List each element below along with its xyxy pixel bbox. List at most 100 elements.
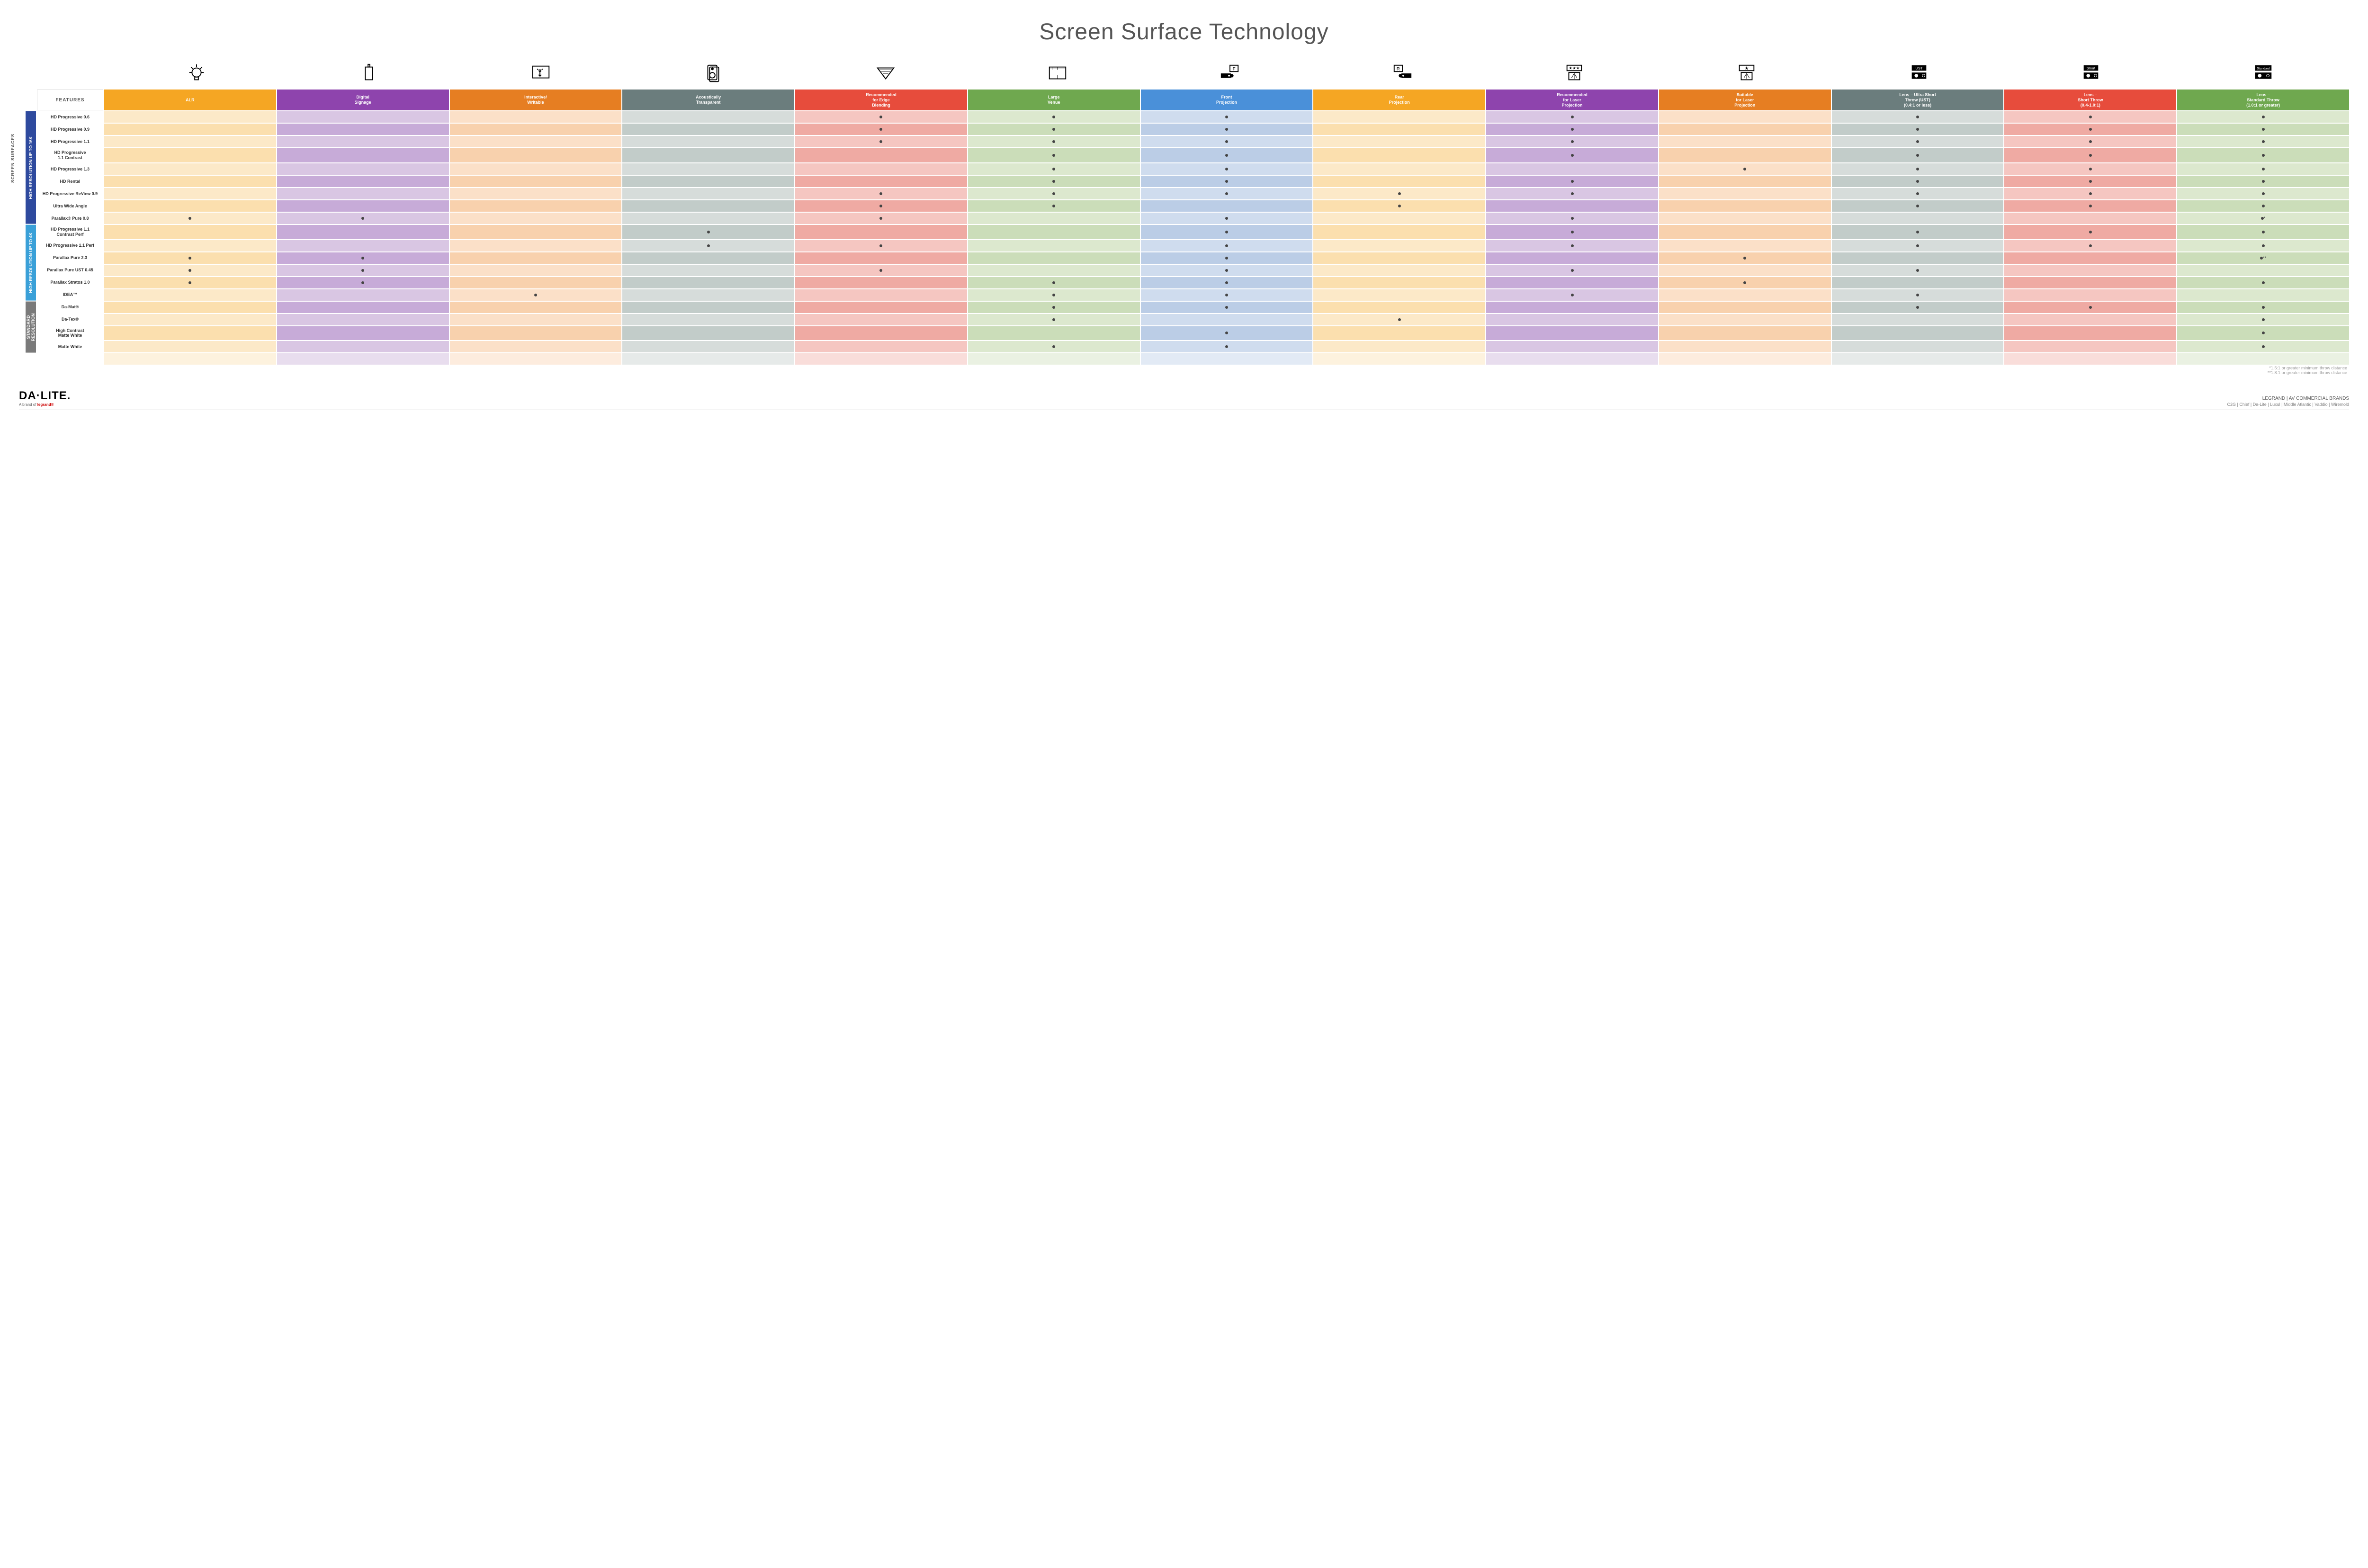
brand-logo: DA·LITE. [19, 389, 71, 403]
cell [1141, 240, 1313, 251]
cell [622, 277, 794, 288]
cell [2004, 341, 2176, 352]
cell [1313, 265, 1485, 276]
cell [450, 252, 622, 264]
cell [795, 163, 967, 175]
cell [795, 200, 967, 212]
svg-text:R: R [1397, 66, 1400, 72]
cell [795, 148, 967, 162]
cell [968, 277, 1140, 288]
cell [622, 289, 794, 301]
cell [795, 213, 967, 224]
icon-row: FR★★★★USTShortStandard [26, 59, 2349, 88]
svg-text:Short: Short [2087, 66, 2096, 70]
cell [450, 200, 622, 212]
col-header-short: Lens –Short Throw(0.4-1.0:1) [2004, 90, 2176, 110]
cell [1313, 341, 1485, 352]
cell [2177, 124, 2349, 135]
cell [104, 326, 276, 340]
cell [1486, 289, 1658, 301]
cell [622, 111, 794, 123]
row-label: HD Rental [37, 176, 103, 187]
cell [277, 111, 449, 123]
cell [1832, 252, 2004, 264]
cell [1313, 213, 1485, 224]
cell [2004, 265, 2176, 276]
cell [277, 176, 449, 187]
cell [1832, 302, 2004, 313]
screen-surfaces-label: SCREEN SURFACES [10, 134, 15, 183]
cell [1659, 302, 1831, 313]
cell [277, 277, 449, 288]
cell [968, 136, 1140, 147]
cell [795, 326, 967, 340]
cell [968, 200, 1140, 212]
footer: DA·LITE. A brand of legrand® LEGRAND | A… [19, 389, 2349, 410]
cell [104, 163, 276, 175]
cell [1313, 289, 1485, 301]
cell [1659, 240, 1831, 251]
cell [277, 265, 449, 276]
blank-cell [1313, 353, 1485, 365]
cell [1141, 252, 1313, 264]
cell [2004, 289, 2176, 301]
cell [968, 252, 1140, 264]
cell [277, 302, 449, 313]
cell [1832, 265, 2004, 276]
reclaser-icon: ★★★ [1489, 59, 1660, 88]
cell [622, 341, 794, 352]
cell [1659, 176, 1831, 187]
cell [450, 124, 622, 135]
cell [1832, 213, 2004, 224]
group-label: HIGH RESOLUTION UP TO 16K [26, 111, 36, 224]
row-label: HD Progressive ReView 0.9 [37, 188, 103, 199]
cell [1832, 124, 2004, 135]
suitlaser-icon: ★ [1661, 59, 1832, 88]
cell [2177, 240, 2349, 251]
cell [104, 136, 276, 147]
cell [104, 176, 276, 187]
col-header-large: LargeVenue [968, 90, 1140, 110]
cell [622, 225, 794, 239]
cell [2177, 277, 2349, 288]
footer-left: DA·LITE. A brand of legrand® [19, 389, 71, 407]
cell [450, 213, 622, 224]
cell [1659, 314, 1831, 325]
cell [1313, 124, 1485, 135]
col-header-front: FrontProjection [1141, 90, 1313, 110]
blank-cell [1141, 353, 1313, 365]
cell [968, 163, 1140, 175]
cell [1486, 326, 1658, 340]
cell [968, 124, 1140, 135]
cell [795, 289, 967, 301]
cell [450, 265, 622, 276]
cell [622, 188, 794, 199]
cell [104, 302, 276, 313]
cell [1832, 163, 2004, 175]
cell: * [2177, 213, 2349, 224]
cell [1313, 277, 1485, 288]
cell [1141, 148, 1313, 162]
cell [2177, 148, 2349, 162]
cell [104, 200, 276, 212]
cell [104, 124, 276, 135]
cell [1486, 111, 1658, 123]
cell [2177, 200, 2349, 212]
cell [2004, 200, 2176, 212]
cell [104, 213, 276, 224]
cell [1486, 148, 1658, 162]
cell [277, 163, 449, 175]
ust-icon: UST [1833, 59, 2005, 88]
cell [795, 302, 967, 313]
cell [968, 213, 1140, 224]
cell [1313, 111, 1485, 123]
cell [2177, 326, 2349, 340]
footnote-1: *1.5:1 or greater minimum throw distance [19, 366, 2347, 370]
svg-text:F: F [1233, 66, 1236, 72]
cell [450, 289, 622, 301]
standard-icon: Standard [2178, 59, 2349, 88]
cell [1313, 240, 1485, 251]
cell [1486, 163, 1658, 175]
cell [622, 136, 794, 147]
cell [2004, 136, 2176, 147]
